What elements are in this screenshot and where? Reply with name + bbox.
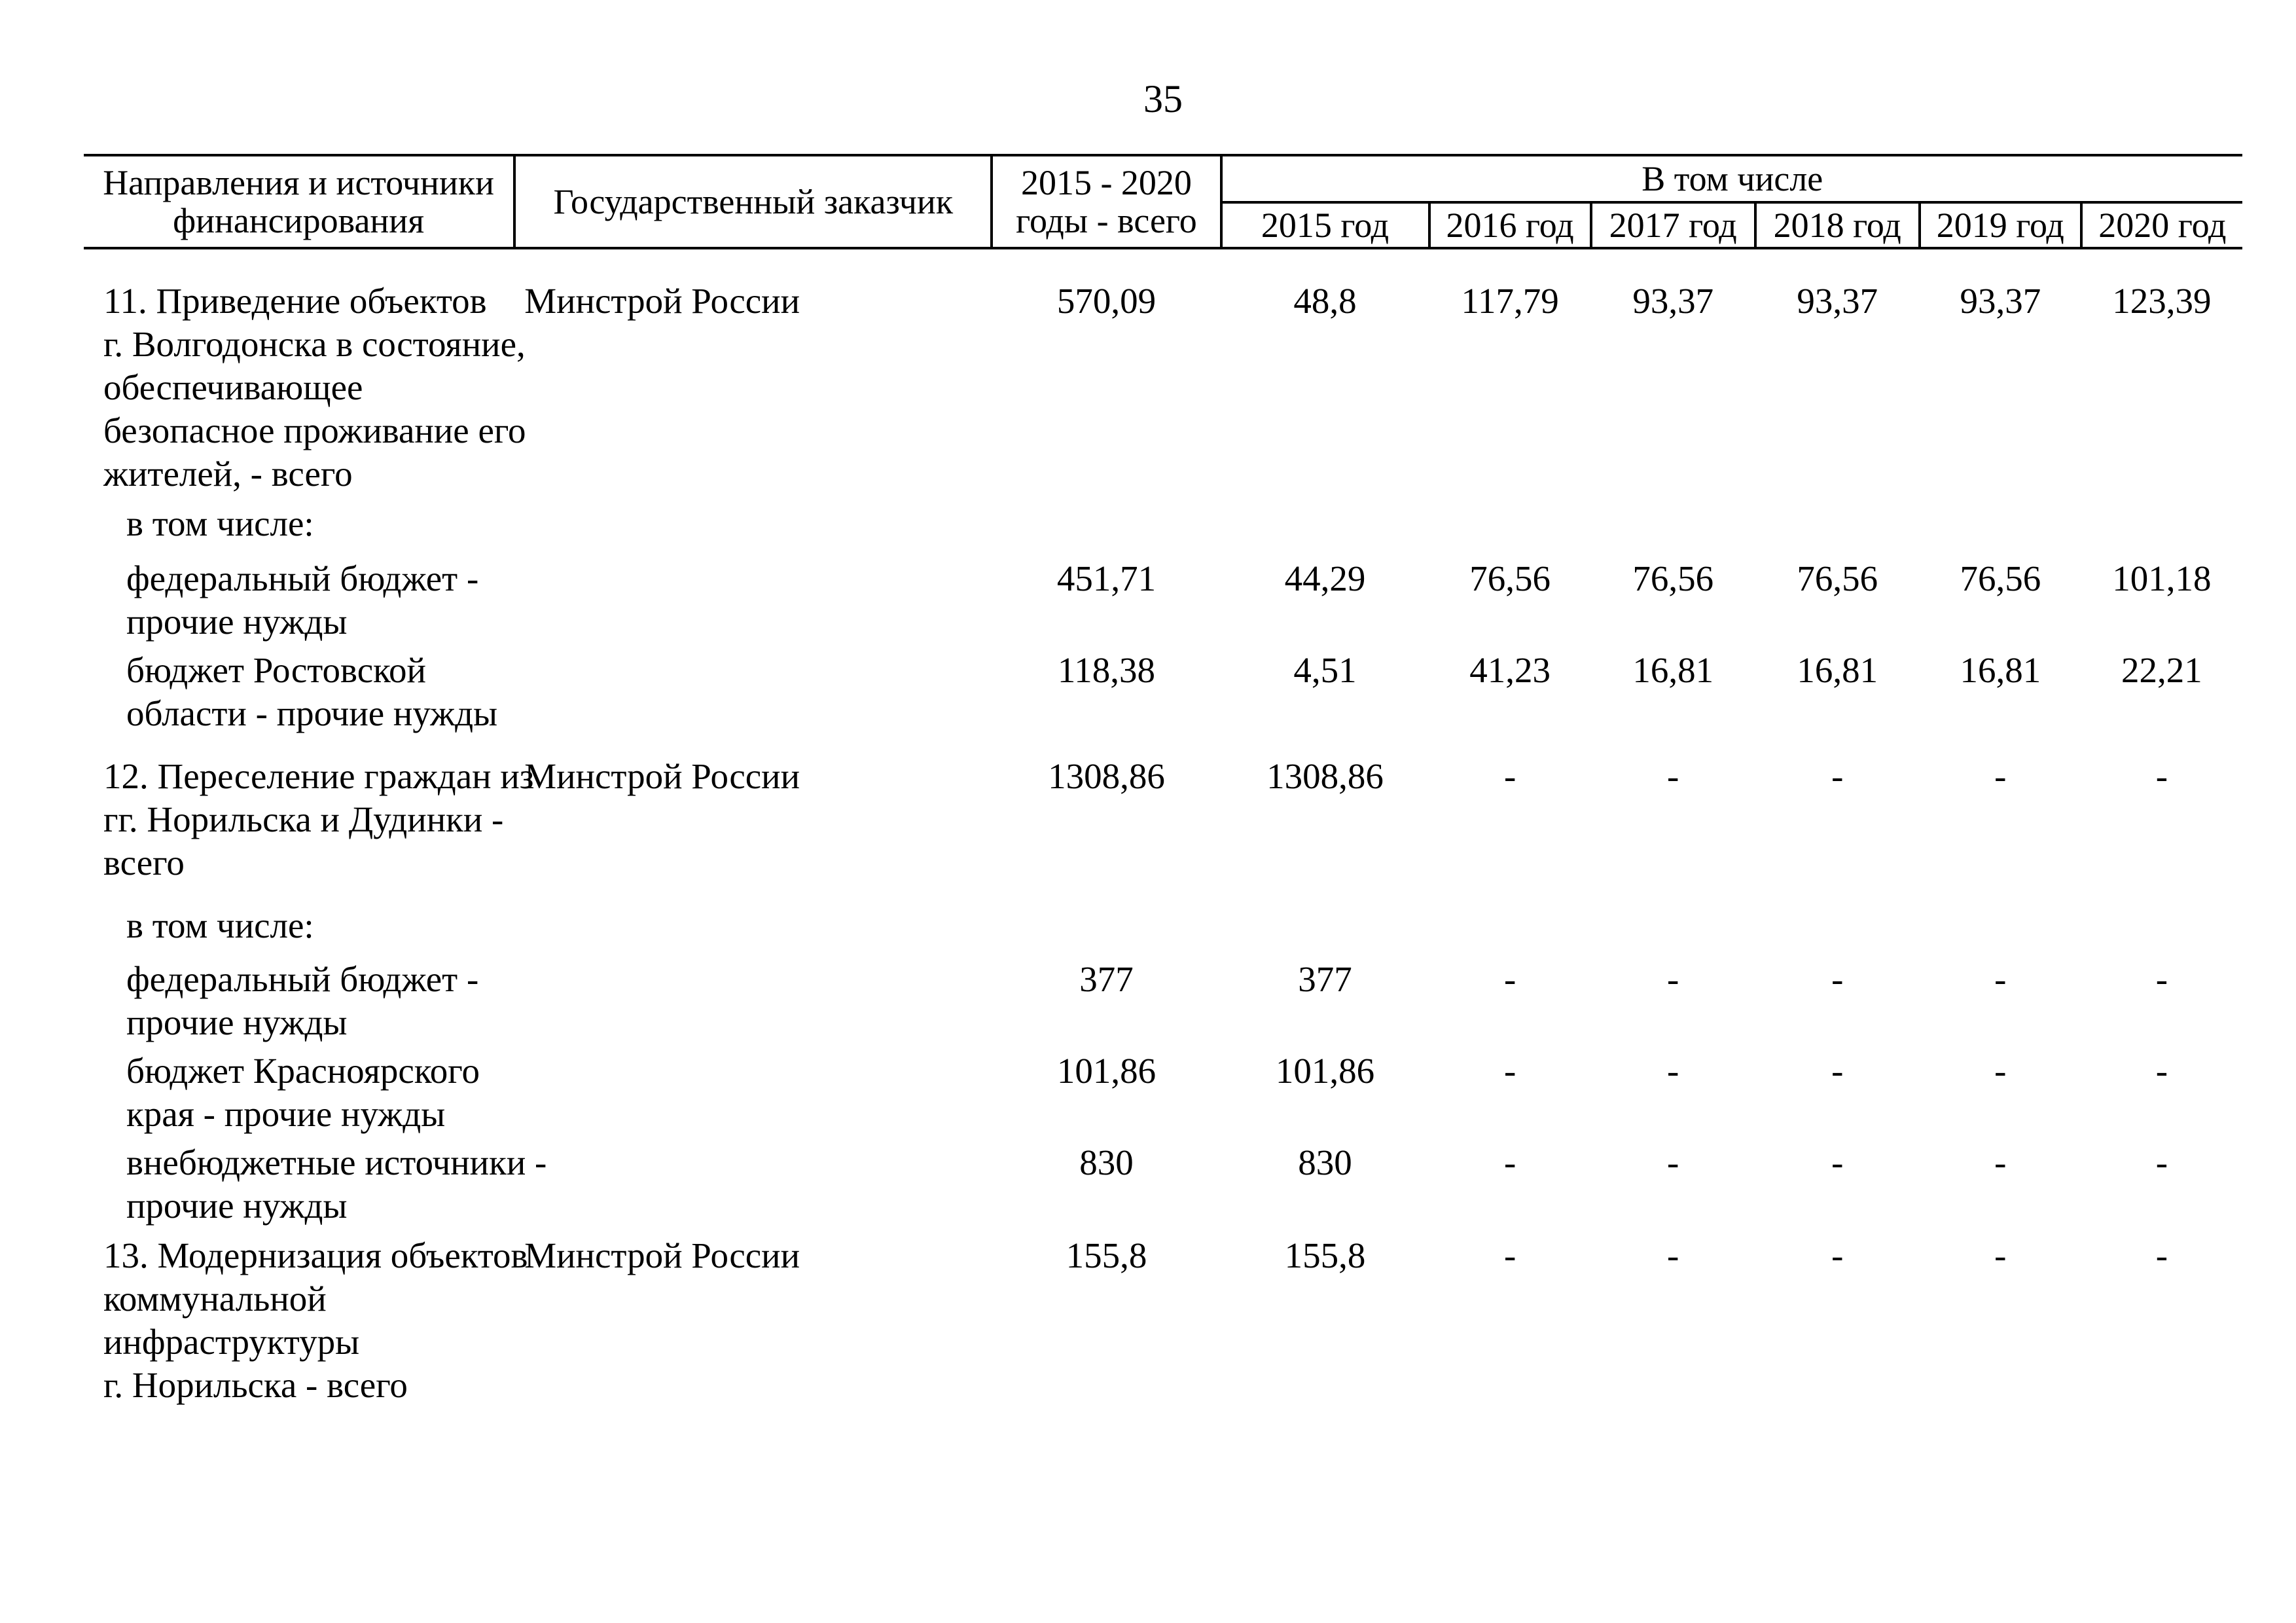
- direction-label: 13. Модернизация объектов коммунальной и…: [103, 1235, 528, 1405]
- year-2015-value: 4,51: [1293, 650, 1357, 690]
- year-2020-value: 123,39: [2112, 281, 2212, 321]
- state-customer: Минстрой России: [524, 1235, 800, 1275]
- year-2019-value: 93,37: [1960, 281, 2041, 321]
- table-row-including: в том числе:: [84, 884, 2242, 947]
- financing-table: Направления и источники финансирования Г…: [84, 154, 2242, 1407]
- year-2019-value: -: [1994, 959, 2007, 999]
- year-2018-value: -: [1831, 1051, 1844, 1091]
- direction-label: федеральный бюджет - прочие нужды: [126, 558, 479, 642]
- page-number: 35: [1143, 77, 1183, 120]
- total-value: 377: [1079, 959, 1134, 999]
- total-value: 570,09: [1056, 281, 1157, 321]
- year-2015-value: 101,86: [1275, 1051, 1375, 1091]
- year-2017-value: -: [1667, 756, 1679, 796]
- year-2015-value: 155,8: [1284, 1235, 1366, 1275]
- year-2019-value: -: [1994, 1051, 2007, 1091]
- year-2015-value: 44,29: [1284, 558, 1366, 598]
- total-value: 155,8: [1066, 1235, 1147, 1275]
- year-2016-value: -: [1503, 1051, 1516, 1091]
- year-2015-value: 1308,86: [1266, 756, 1384, 796]
- year-2018-value: -: [1831, 756, 1844, 796]
- table-header: Направления и источники финансирования Г…: [84, 154, 2242, 249]
- year-2020-value: 22,21: [2121, 650, 2202, 690]
- year-2015-value: 377: [1298, 959, 1352, 999]
- direction-label: федеральный бюджет - прочие нужды: [126, 959, 479, 1042]
- header-year-2016: 2016 год: [1427, 201, 1592, 249]
- total-value: 451,71: [1056, 558, 1157, 598]
- header-including: В том числе: [1219, 154, 2242, 204]
- year-2019-value: 16,81: [1960, 650, 2041, 690]
- table-body: 11. Приведение объектов г. Волгодонска в…: [84, 248, 2242, 1407]
- year-2017-value: -: [1667, 959, 1679, 999]
- year-2016-value: -: [1503, 959, 1516, 999]
- year-2018-value: 16,81: [1797, 650, 1878, 690]
- year-2020-value: -: [2155, 1142, 2168, 1182]
- including-label: в том числе:: [126, 905, 314, 945]
- state-customer: Минстрой России: [524, 281, 800, 321]
- year-2018-value: 93,37: [1797, 281, 1878, 321]
- total-value: 830: [1079, 1142, 1134, 1182]
- year-2018-value: -: [1831, 1235, 1844, 1275]
- year-2016-value: 76,56: [1469, 558, 1551, 598]
- year-2019-value: -: [1994, 1235, 2007, 1275]
- year-2017-value: -: [1667, 1142, 1679, 1182]
- year-2017-value: 93,37: [1632, 281, 1714, 321]
- year-2019-value: -: [1994, 756, 2007, 796]
- table-row-rostov-budget: бюджет Ростовской области - прочие нужды…: [84, 644, 2242, 735]
- year-2016-value: -: [1503, 1235, 1516, 1275]
- year-2020-value: 101,18: [2112, 558, 2212, 598]
- header-customer: Государственный заказчик: [513, 154, 994, 249]
- including-label: в том числе:: [126, 503, 314, 543]
- total-value: 101,86: [1056, 1051, 1157, 1091]
- state-customer: Минстрой России: [524, 756, 800, 796]
- table-row-extrabudgetary: внебюджетные источники - прочие нужды 83…: [84, 1136, 2242, 1228]
- year-2018-value: 76,56: [1797, 558, 1878, 598]
- year-2018-value: -: [1831, 1142, 1844, 1182]
- year-2020-value: -: [2155, 959, 2168, 999]
- header-year-2019: 2019 год: [1918, 201, 2083, 249]
- year-2017-value: 16,81: [1632, 650, 1714, 690]
- direction-label: бюджет Красноярского края - прочие нужды: [126, 1051, 480, 1134]
- year-2019-value: -: [1994, 1142, 2007, 1182]
- year-2016-value: -: [1503, 756, 1516, 796]
- year-2017-value: 76,56: [1632, 558, 1714, 598]
- year-2017-value: -: [1667, 1051, 1679, 1091]
- table-row-including: в том числе:: [84, 496, 2242, 545]
- header-year-2017: 2017 год: [1589, 201, 1757, 249]
- direction-label: внебюджетные источники - прочие нужды: [126, 1142, 547, 1226]
- direction-label: 11. Приведение объектов г. Волгодонска в…: [103, 281, 526, 494]
- year-2015-value: 48,8: [1293, 281, 1357, 321]
- year-2020-value: -: [2155, 1235, 2168, 1275]
- total-value: 118,38: [1057, 650, 1156, 690]
- year-2016-value: 117,79: [1461, 281, 1559, 321]
- year-2018-value: -: [1831, 959, 1844, 999]
- year-2019-value: 76,56: [1960, 558, 2041, 598]
- header-year-2018: 2018 год: [1753, 201, 1921, 249]
- table-row-item-12: 12. Переселение граждан из гг. Норильска…: [84, 735, 2242, 884]
- header-directions: Направления и источники финансирования: [84, 154, 516, 249]
- table-row-federal-budget: федеральный бюджет - прочие нужды 451,71…: [84, 545, 2242, 644]
- direction-label: 12. Переселение граждан из гг. Норильска…: [103, 756, 534, 883]
- year-2016-value: 41,23: [1469, 650, 1551, 690]
- year-2020-value: -: [2155, 1051, 2168, 1091]
- header-year-2020: 2020 год: [2079, 201, 2242, 249]
- table-row-federal-budget: федеральный бюджет - прочие нужды 377 37…: [84, 947, 2242, 1044]
- header-total: 2015 - 2020 годы - всего: [990, 154, 1223, 249]
- direction-label: бюджет Ростовской области - прочие нужды: [126, 650, 498, 733]
- header-year-2015: 2015 год: [1219, 201, 1431, 249]
- year-2015-value: 830: [1298, 1142, 1352, 1182]
- table-row-item-11: 11. Приведение объектов г. Волгодонска в…: [84, 248, 2242, 496]
- year-2017-value: -: [1667, 1235, 1679, 1275]
- year-2016-value: -: [1503, 1142, 1516, 1182]
- total-value: 1308,86: [1048, 756, 1165, 796]
- table-row-krasnoyarsk-budget: бюджет Красноярского края - прочие нужды…: [84, 1044, 2242, 1136]
- table-row-item-13: 13. Модернизация объектов коммунальной и…: [84, 1228, 2242, 1407]
- year-2020-value: -: [2155, 756, 2168, 796]
